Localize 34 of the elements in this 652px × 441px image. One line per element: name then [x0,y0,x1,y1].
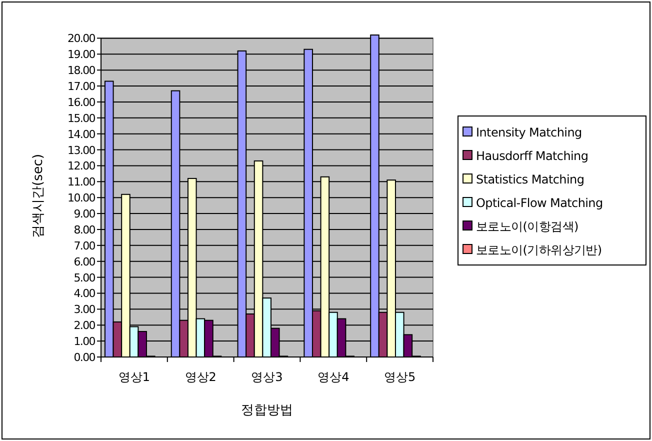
y-tick-label: 15.00 [68,112,96,125]
legend-label: 보로노이(기하위상기반) [476,243,602,257]
y-tick-label: 10.00 [68,192,96,205]
x-tick-label: 영상5 [384,370,416,384]
y-tick-label: 20.00 [68,32,96,46]
x-axis-title: 정합방법 [241,403,293,418]
y-tick-label: 8.00 [74,223,96,236]
y-tick-label: 2.00 [74,319,96,332]
y-tick-label: 11.00 [68,176,96,189]
legend-label: Statistics Matching [476,172,584,186]
y-tick-label: 13.00 [68,144,96,157]
y-tick-label: 5.00 [74,271,96,284]
y-tick-label: 4.00 [74,287,96,300]
y-tick-label: 19.00 [68,48,96,62]
y-tick-label: 14.00 [68,128,96,141]
legend-label: 보로노이(이항검색) [476,220,578,234]
y-tick-label: 17.00 [68,80,96,94]
y-tick-label: 18.00 [68,64,96,78]
y-tick-label: 0.00 [74,351,96,364]
y-tick-label: 12.00 [68,160,96,173]
y-axis-title: 검색시간(sec) [31,154,46,238]
legend-label: Optical-Flow Matching [476,196,603,210]
y-tick-label: 7.00 [74,239,96,252]
y-tick-label: 9.00 [74,208,96,221]
legend-label: Hausdorff Matching [476,149,588,163]
x-tick-label: 영상1 [118,370,150,384]
x-tick-label: 영상4 [318,370,350,384]
x-tick-label: 영상3 [251,370,283,384]
legend-label: Intensity Matching [476,126,582,140]
y-tick-label: 6.00 [74,255,96,268]
y-tick-label: 3.00 [74,303,96,316]
y-tick-label: 1.00 [74,335,96,348]
x-tick-label: 영상2 [184,370,216,384]
y-tick-label: 16.00 [68,96,96,109]
